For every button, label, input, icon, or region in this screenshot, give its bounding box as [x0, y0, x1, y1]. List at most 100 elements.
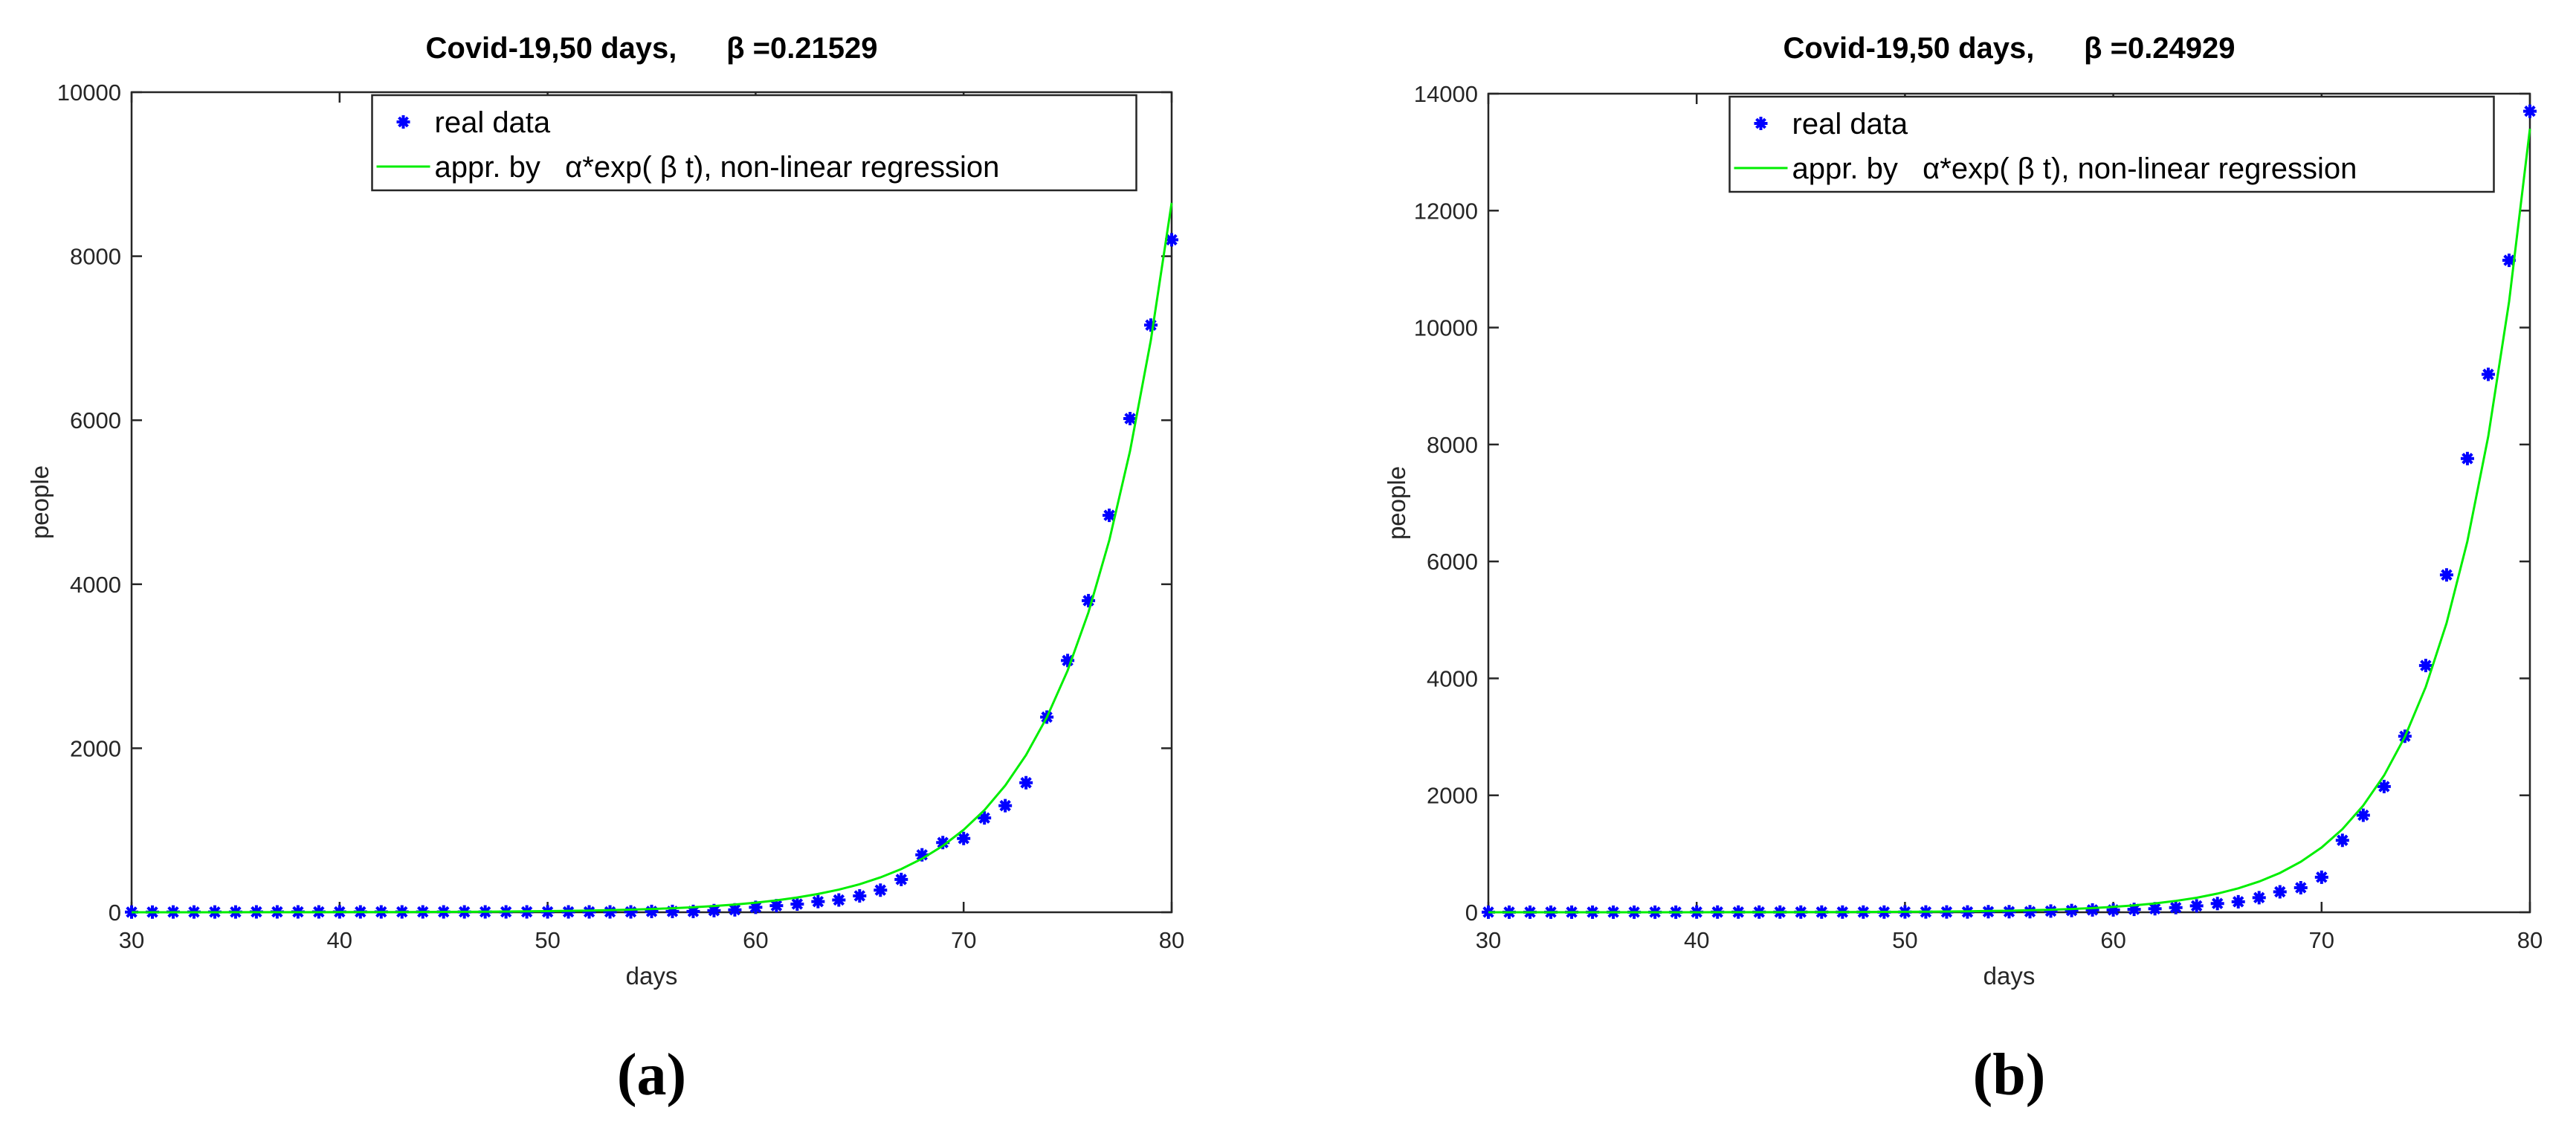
y-tick-label: 12000: [1414, 198, 1478, 224]
y-tick-label: 6000: [1427, 549, 1478, 575]
data-point: [1144, 318, 1158, 332]
data-point: [2065, 903, 2079, 917]
data-point: [2169, 900, 2183, 914]
legend-swatch: [396, 115, 410, 129]
data-point: [978, 811, 992, 825]
data-point: [915, 848, 929, 862]
legend-box: [1728, 95, 2495, 193]
x-tick-label: 50: [1892, 927, 1917, 953]
data-point: [2377, 779, 2391, 793]
data-point: [957, 831, 971, 845]
data-point: [2252, 891, 2266, 905]
data-point: [769, 899, 784, 913]
data-point: [2231, 894, 2245, 909]
legend-label: real data: [1792, 108, 1908, 141]
data-point: [874, 883, 888, 897]
x-tick-label: 60: [743, 927, 768, 953]
legend-label: appr. by α*exp( β t), non-linear regress…: [1792, 152, 2357, 185]
data-point: [2273, 885, 2287, 899]
x-tick-label: 40: [1684, 927, 1709, 953]
data-point: [603, 905, 617, 919]
data-point: [832, 893, 846, 907]
data-point: [645, 904, 659, 918]
caption: (a): [617, 1042, 686, 1108]
data-point: [1103, 509, 1117, 523]
data-point: [2418, 659, 2433, 673]
data-point: [582, 905, 596, 919]
chart-title: Covid-19,50 days, β =0.24929: [1783, 32, 2235, 65]
x-tick-label: 80: [2517, 927, 2543, 953]
data-point: [2044, 904, 2058, 918]
data-point: [998, 799, 1013, 813]
data-point: [2210, 897, 2224, 911]
y-axis-label: people: [26, 465, 54, 539]
plot-area: [130, 91, 1173, 914]
data-point: [2127, 903, 2141, 917]
data-point: [624, 905, 638, 919]
x-tick-label: 80: [1159, 927, 1184, 953]
data-point: [1019, 775, 1033, 790]
data-point: [2189, 899, 2204, 913]
x-tick-label: 30: [1476, 927, 1501, 953]
y-tick-label: 0: [1465, 900, 1478, 926]
data-point: [2502, 254, 2516, 268]
data-point: [2460, 451, 2474, 465]
y-tick-label: 0: [109, 900, 121, 926]
data-point: [686, 904, 700, 918]
data-point: [2439, 568, 2453, 582]
x-tick-label: 30: [119, 927, 144, 953]
data-point: [665, 904, 679, 918]
y-tick-label: 6000: [70, 407, 121, 433]
data-point: [2023, 905, 2037, 919]
x-tick-label: 70: [2309, 927, 2334, 953]
legend-box: [371, 94, 1137, 192]
data-point: [790, 897, 804, 911]
fit-line: [132, 202, 1173, 914]
data-point: [2523, 104, 2537, 118]
y-tick-label: 14000: [1414, 81, 1478, 107]
data-point: [2314, 870, 2328, 884]
y-tick-label: 2000: [70, 735, 121, 761]
legend: real data appr. by α*exp( β t), non-linea…: [371, 94, 1137, 192]
data-point: [2085, 903, 2099, 917]
fit-line: [1488, 129, 2531, 914]
chart: Covid-19,50 days, β =0.21529 30 40 50 60 70 80…: [26, 32, 1184, 1108]
data-point: [2335, 833, 2349, 848]
data-point: [749, 900, 763, 914]
data-point: [2106, 903, 2120, 917]
legend-label: appr. by α*exp( β t), non-linear regress…: [435, 151, 1000, 184]
data-point: [853, 888, 867, 903]
plot-area: [1487, 92, 2531, 914]
y-axis-label: people: [1383, 466, 1410, 540]
data-point: [936, 836, 950, 850]
data-point: [1123, 411, 1137, 425]
y-tick-label: 2000: [1427, 783, 1478, 809]
y-tick-label: 10000: [57, 80, 121, 106]
data-point: [2356, 808, 2370, 822]
y-tick-label: 8000: [70, 244, 121, 270]
legend-swatch: [1754, 117, 1768, 130]
data-point: [1165, 233, 1178, 247]
data-point: [894, 872, 908, 886]
x-tick-label: 70: [951, 927, 976, 953]
x-tick-label: 60: [2100, 927, 2125, 953]
data-point: [2293, 880, 2308, 894]
x-tick-label: 50: [535, 927, 560, 953]
data-point: [811, 894, 825, 909]
data-point: [728, 903, 742, 917]
data-point: [2148, 902, 2162, 916]
x-tick-label: 40: [327, 927, 352, 953]
data-point: [707, 903, 721, 917]
x-axis-label: days: [1983, 962, 2036, 990]
data-point: [1082, 593, 1096, 607]
legend-label: real data: [435, 106, 551, 139]
y-tick-label: 4000: [70, 572, 121, 598]
legend: real data appr. by α*exp( β t), non-linea…: [1728, 95, 2495, 193]
chart: Covid-19,50 days, β =0.24929 30 40 50 60 70 80…: [1383, 32, 2543, 1108]
x-axis-label: days: [626, 962, 678, 990]
caption: (b): [1973, 1042, 2046, 1108]
data-point: [1061, 654, 1075, 668]
y-tick-label: 10000: [1414, 315, 1478, 341]
y-tick-label: 8000: [1427, 432, 1478, 458]
